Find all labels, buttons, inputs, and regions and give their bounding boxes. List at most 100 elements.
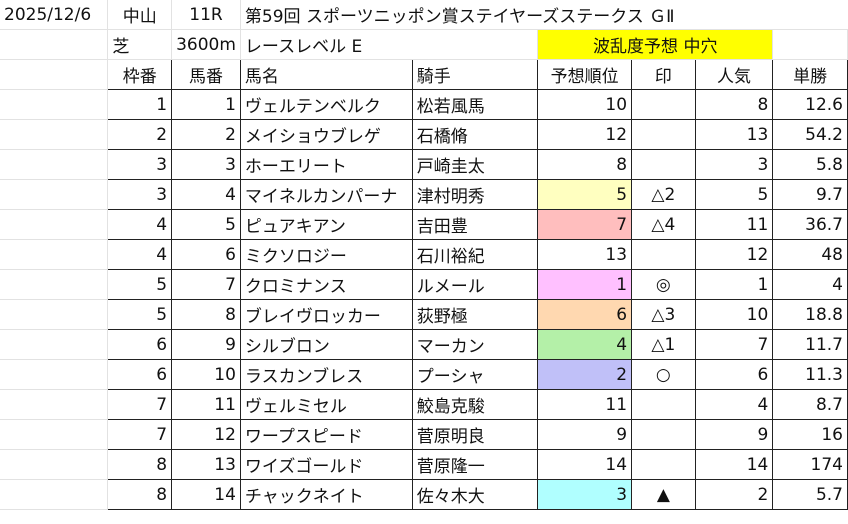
mark-cell[interactable] [631, 239, 696, 270]
win-odds-cell[interactable]: 5.8 [772, 149, 848, 180]
blank-cell[interactable] [0, 119, 109, 150]
horse-name-cell[interactable]: チャックネイト [239, 479, 413, 510]
win-odds-cell[interactable]: 16 [772, 419, 848, 450]
jockey-cell[interactable]: 鮫島克駿 [411, 389, 539, 420]
waku-cell[interactable]: 3 [107, 179, 173, 210]
umaban-cell[interactable]: 1 [171, 89, 241, 120]
popularity-cell[interactable]: 1 [694, 269, 774, 300]
horse-name-cell[interactable]: マイネルカンパーナ [239, 179, 413, 210]
blank-cell[interactable] [0, 449, 109, 480]
predicted-rank-cell[interactable]: 7 [537, 209, 633, 240]
popularity-cell[interactable]: 10 [694, 299, 774, 330]
predicted-rank-cell[interactable]: 6 [537, 299, 633, 330]
distance-cell[interactable]: 3600m [171, 29, 241, 60]
waku-cell[interactable]: 3 [107, 149, 173, 180]
mark-cell[interactable]: ○ [631, 359, 696, 390]
blank-cell[interactable] [0, 179, 109, 210]
jockey-cell[interactable]: 吉田豊 [411, 209, 539, 240]
horse-name-cell[interactable]: シルブロン [239, 329, 413, 360]
jockey-cell[interactable]: ルメール [411, 269, 539, 300]
umaban-cell[interactable]: 3 [171, 149, 241, 180]
header-win-odds[interactable]: 単勝 [772, 59, 848, 90]
jockey-cell[interactable]: 石橋脩 [411, 119, 539, 150]
waku-cell[interactable]: 7 [107, 419, 173, 450]
blank-cell[interactable] [0, 329, 109, 360]
jockey-cell[interactable]: 佐々木大 [411, 479, 539, 510]
blank-cell[interactable] [0, 29, 109, 60]
header-predicted-rank[interactable]: 予想順位 [537, 59, 633, 90]
blank-cell[interactable] [0, 359, 109, 390]
win-odds-cell[interactable]: 48 [772, 239, 848, 270]
venue-cell[interactable]: 中山 [107, 0, 173, 30]
horse-name-cell[interactable]: ピュアキアン [239, 209, 413, 240]
horse-name-cell[interactable]: ワイズゴールド [239, 449, 413, 480]
popularity-cell[interactable]: 12 [694, 239, 774, 270]
popularity-cell[interactable]: 7 [694, 329, 774, 360]
waku-cell[interactable]: 4 [107, 239, 173, 270]
blank-cell[interactable] [0, 59, 109, 90]
popularity-cell[interactable]: 14 [694, 449, 774, 480]
mark-cell[interactable] [631, 119, 696, 150]
umaban-cell[interactable]: 5 [171, 209, 241, 240]
blank-cell[interactable] [0, 89, 109, 120]
waku-cell[interactable]: 4 [107, 209, 173, 240]
mark-cell[interactable] [631, 389, 696, 420]
mark-cell[interactable]: △1 [631, 329, 696, 360]
win-odds-cell[interactable]: 5.7 [772, 479, 848, 510]
blank-cell[interactable] [0, 419, 109, 450]
blank-cell[interactable] [0, 269, 109, 300]
date-cell[interactable]: 2025/12/6 [0, 0, 109, 30]
jockey-cell[interactable]: 菅原隆一 [411, 449, 539, 480]
predicted-rank-cell[interactable]: 9 [537, 419, 633, 450]
popularity-cell[interactable]: 8 [694, 89, 774, 120]
horse-name-cell[interactable]: ワープスピード [239, 419, 413, 450]
horse-name-cell[interactable]: ホーエリート [239, 149, 413, 180]
horse-name-cell[interactable]: メイショウブレゲ [239, 119, 413, 150]
predicted-rank-cell[interactable]: 8 [537, 149, 633, 180]
mark-cell[interactable]: △2 [631, 179, 696, 210]
header-waku[interactable]: 枠番 [107, 59, 173, 90]
jockey-cell[interactable]: 石川裕紀 [411, 239, 539, 270]
waku-cell[interactable]: 2 [107, 119, 173, 150]
predicted-rank-cell[interactable]: 11 [537, 389, 633, 420]
mark-cell[interactable]: △3 [631, 299, 696, 330]
blank-cell[interactable] [0, 389, 109, 420]
waku-cell[interactable]: 7 [107, 389, 173, 420]
header-horse-name[interactable]: 馬名 [239, 59, 413, 90]
jockey-cell[interactable]: プーシャ [411, 359, 539, 390]
blank-cell[interactable] [0, 149, 109, 180]
waku-cell[interactable]: 1 [107, 89, 173, 120]
win-odds-cell[interactable]: 4 [772, 269, 848, 300]
mark-cell[interactable] [631, 449, 696, 480]
predicted-rank-cell[interactable]: 1 [537, 269, 633, 300]
jockey-cell[interactable]: 戸崎圭太 [411, 149, 539, 180]
blank-cell[interactable] [0, 239, 109, 270]
predicted-rank-cell[interactable]: 2 [537, 359, 633, 390]
race-level-cell[interactable]: レースレベル E [240, 29, 539, 60]
jockey-cell[interactable]: 津村明秀 [411, 179, 539, 210]
win-odds-cell[interactable]: 12.6 [772, 89, 848, 120]
umaban-cell[interactable]: 2 [171, 119, 241, 150]
horse-name-cell[interactable]: ラスカンブレス [239, 359, 413, 390]
predicted-rank-cell[interactable]: 13 [537, 239, 633, 270]
win-odds-cell[interactable]: 18.8 [772, 299, 848, 330]
mark-cell[interactable] [631, 89, 696, 120]
blank-cell[interactable] [0, 299, 109, 330]
race-name-cell[interactable]: 第59回 スポーツニッポン賞ステイヤーズステークス ＧⅡ [240, 0, 848, 30]
mark-cell[interactable]: ▲ [631, 479, 696, 510]
horse-name-cell[interactable]: ヴェルミセル [239, 389, 413, 420]
waku-cell[interactable]: 6 [107, 329, 173, 360]
win-odds-cell[interactable]: 9.7 [772, 179, 848, 210]
header-mark[interactable]: 印 [631, 59, 696, 90]
horse-name-cell[interactable]: ヴェルテンベルク [239, 89, 413, 120]
blank-cell[interactable] [0, 209, 109, 240]
predicted-rank-cell[interactable]: 10 [537, 89, 633, 120]
forecast-cell[interactable]: 波乱度予想 中穴 [537, 29, 774, 60]
popularity-cell[interactable]: 4 [694, 389, 774, 420]
surface-cell[interactable]: 芝 [107, 29, 173, 60]
mark-cell[interactable]: ◎ [631, 269, 696, 300]
popularity-cell[interactable]: 11 [694, 209, 774, 240]
umaban-cell[interactable]: 11 [171, 389, 241, 420]
umaban-cell[interactable]: 12 [171, 419, 241, 450]
blank-cell[interactable] [772, 29, 848, 60]
